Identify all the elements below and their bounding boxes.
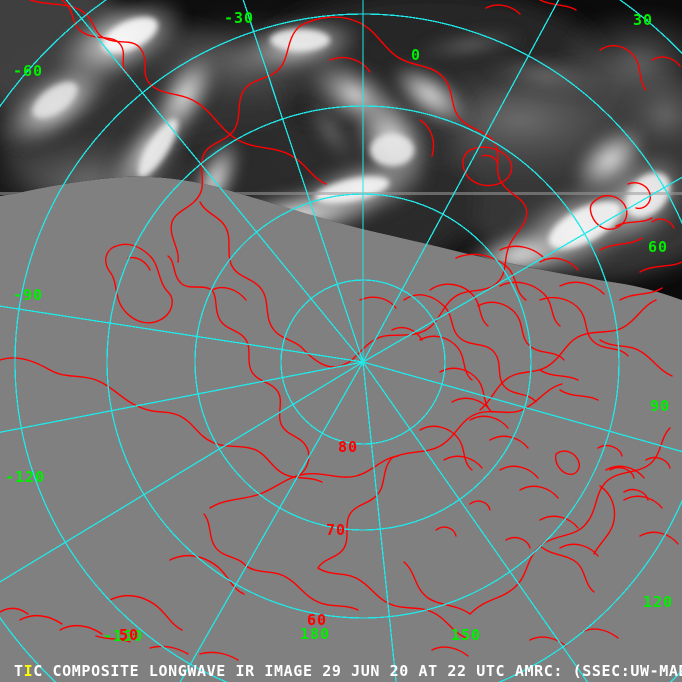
caption-prefix: T <box>14 662 24 680</box>
longitude-label-120: 120 <box>643 593 674 611</box>
longitude-label-neg90: -90 <box>13 286 44 304</box>
longitude-label-0: 0 <box>411 46 422 64</box>
longitude-label-180: 180 <box>300 625 331 643</box>
caption-rest: C COMPOSITE LONGWAVE IR IMAGE 29 JUN 20 … <box>33 662 682 680</box>
longitude-label-neg30: -30 <box>224 9 255 27</box>
latitude-label-70: 70 <box>326 521 347 539</box>
longitude-label-30: 30 <box>633 11 654 29</box>
longitude-label-150: 150 <box>451 626 482 644</box>
latitude-label-50: 50 <box>119 626 140 644</box>
longitude-label-90: 90 <box>650 397 671 415</box>
latitude-label-80: 80 <box>338 438 359 456</box>
longitude-label-neg150: -150 <box>103 627 144 645</box>
caption-bar: TIC COMPOSITE LONGWAVE IR IMAGE 29 JUN 2… <box>0 660 682 682</box>
caption-highlight-char: I <box>23 662 34 680</box>
longitude-label-60: 60 <box>648 238 669 256</box>
longitude-label-neg60: -60 <box>13 62 44 80</box>
latitude-label-60: 60 <box>307 611 328 629</box>
longitude-label-neg120: -120 <box>5 468 46 486</box>
